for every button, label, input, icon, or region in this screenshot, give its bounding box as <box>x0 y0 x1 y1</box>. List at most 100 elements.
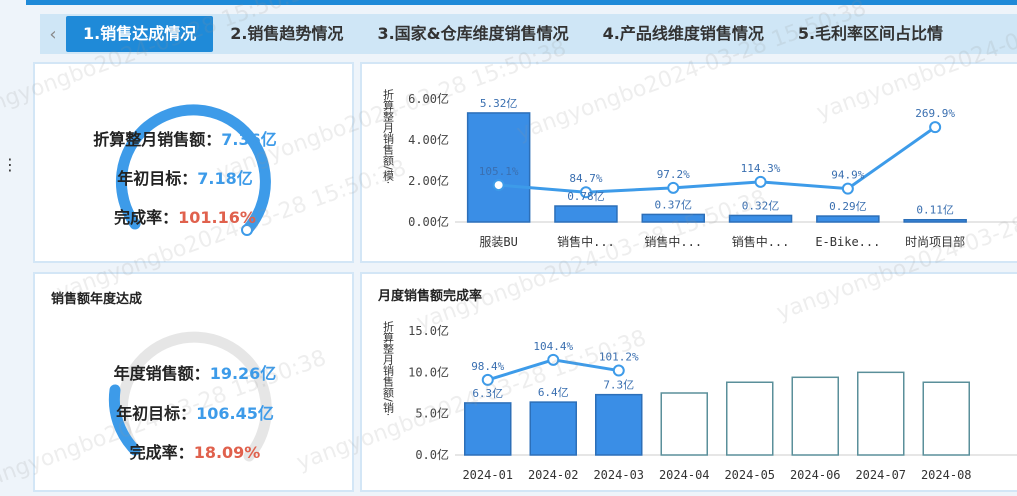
x-tick-label: 销售中... <box>732 234 790 249</box>
menu-icon[interactable]: ⋮ <box>2 155 18 174</box>
data-label: 101.2% <box>599 351 639 364</box>
chart-panel: 折算整月销售额/模· 6.00亿 4.00亿 2.00亿 0.00亿服装BU 销售中...… <box>360 62 1017 263</box>
bar <box>791 376 839 456</box>
y-tick-label: 2.00亿 <box>408 173 449 188</box>
gauge-value: 101.16% <box>178 208 256 227</box>
x-tick-label: 时尚项目部 <box>905 234 965 249</box>
line-point <box>754 175 767 188</box>
bar <box>554 205 618 223</box>
y-tick-label: 0.0亿 <box>415 447 449 462</box>
bar <box>922 381 970 456</box>
gauge-label: 折算整月销售额： <box>93 130 222 149</box>
line-point <box>667 181 680 194</box>
gauge-label: 年初目标： <box>117 169 198 188</box>
x-tick-label: 2024-06 <box>790 468 841 482</box>
bar <box>595 393 643 456</box>
data-label: 6.4亿 <box>538 386 569 399</box>
x-tick-label: 2024-08 <box>921 468 972 482</box>
y-tick-label: 15.0亿 <box>408 323 449 338</box>
bar <box>660 392 708 456</box>
y-tick-label: 6.00亿 <box>408 91 449 106</box>
x-tick-label: 销售中... <box>557 234 615 249</box>
tab[interactable]: 5.毛利率区间占比情 <box>797 24 944 43</box>
y-axis-label: 折算整月销售额/模· <box>382 88 395 185</box>
gauge-arc <box>108 384 141 456</box>
x-tick-label: 2024-01 <box>462 468 513 482</box>
gauge <box>108 331 272 462</box>
gauge-label: 完成率： <box>114 208 179 227</box>
bar <box>728 214 793 223</box>
data-label: 269.9% <box>915 107 955 120</box>
line <box>498 125 937 194</box>
line-point <box>841 182 854 195</box>
bar <box>641 213 705 223</box>
gauge-line: 完成率：101.16% <box>25 204 345 228</box>
x-tick-label: 2024-05 <box>724 468 775 482</box>
gauge-value: 7.36亿 <box>221 130 277 149</box>
bar <box>529 401 577 456</box>
data-label: 0.11亿 <box>916 204 954 217</box>
line-point <box>547 353 560 366</box>
y-tick-label: 5.0亿 <box>415 406 449 421</box>
y-tick-label: 0.00亿 <box>408 214 449 229</box>
x-tick-label: 2024-04 <box>659 468 710 482</box>
gauge-value: 7.18亿 <box>197 169 253 188</box>
line-point <box>481 373 494 386</box>
bar <box>903 218 967 223</box>
bar <box>466 112 531 223</box>
chart-title: 月度销售额完成率 <box>377 288 482 304</box>
gauge-line: 折算整月销售额：7.36亿 <box>25 126 345 150</box>
tab[interactable]: 2.销售趋势情况 <box>230 24 344 43</box>
bar <box>816 215 880 223</box>
data-label: 97.2% <box>657 168 690 181</box>
tab[interactable]: 4.产品线维度销售情况 <box>602 24 764 43</box>
gauge-label: 年初目标： <box>116 404 197 423</box>
gauge-label: 年度销售额： <box>113 364 210 383</box>
line-point <box>492 179 505 192</box>
x-tick-label: 2024-07 <box>855 468 906 482</box>
tab[interactable]: 3.国家&仓库维度销售情况 <box>377 24 569 43</box>
data-label: 98.4% <box>471 360 504 373</box>
gauge <box>115 104 271 236</box>
gauge-label: 完成率： <box>129 443 194 462</box>
x-tick-label: 服装BU <box>479 235 517 249</box>
chart-panel: 月度销售额完成率 折算整月销售额/销· 15.0亿 10.0亿 5.0亿 0.0亿 2024… <box>360 272 1017 492</box>
gauge-value: 106.45亿 <box>196 404 274 423</box>
data-label: 7.3亿 <box>603 379 634 392</box>
gauge-panel: 折算整月销售额：7.36亿年初目标：7.18亿完成率：101.16% <box>33 62 354 263</box>
top-bar <box>26 0 1017 5</box>
y-axis-label: 折算整月销售额/销· <box>382 320 395 417</box>
data-label: 5.32亿 <box>480 97 518 110</box>
bar <box>857 371 905 456</box>
data-label: 0.78亿 <box>567 190 605 203</box>
gauge-arc <box>115 104 271 236</box>
data-label: 114.3% <box>741 162 781 175</box>
line-point <box>612 364 625 377</box>
panel-title: 销售额年度达成 <box>51 292 143 307</box>
gauge-panel: 销售额年度达成 年度销售额：19.26亿 年初目标：106.45亿 完成率：18.0… <box>33 272 354 492</box>
data-label: 104.4% <box>533 340 573 353</box>
tab[interactable]: 1.销售达成情况 <box>66 16 214 52</box>
data-label: 105.1% <box>479 165 519 178</box>
gauge-line: 年度销售额：19.26亿 <box>35 360 355 384</box>
x-tick-label: E-Bike... <box>815 235 880 249</box>
x-tick-label: 2024-02 <box>528 468 579 482</box>
bar <box>726 381 774 456</box>
y-tick-label: 4.00亿 <box>408 132 449 147</box>
gauge-line: 完成率：18.09% <box>35 439 355 463</box>
gauge-line: 年初目标：106.45亿 <box>35 400 355 424</box>
bar <box>464 402 512 456</box>
gauge-track <box>116 331 272 462</box>
x-tick-label: 2024-03 <box>593 468 644 482</box>
prev-arrow[interactable]: ‹ <box>49 23 57 45</box>
x-tick-label: 销售中... <box>644 234 702 249</box>
data-label: 84.7% <box>569 172 602 185</box>
data-label: 0.32亿 <box>742 199 780 212</box>
data-label: 0.29亿 <box>829 200 867 213</box>
tab-bar: ‹ 1.销售达成情况 2.销售趋势情况 3.国家&仓库维度销售情况 4.产品线维度销售… <box>40 14 1017 54</box>
gauge-value: 18.09% <box>193 443 261 462</box>
line-point <box>929 121 942 134</box>
